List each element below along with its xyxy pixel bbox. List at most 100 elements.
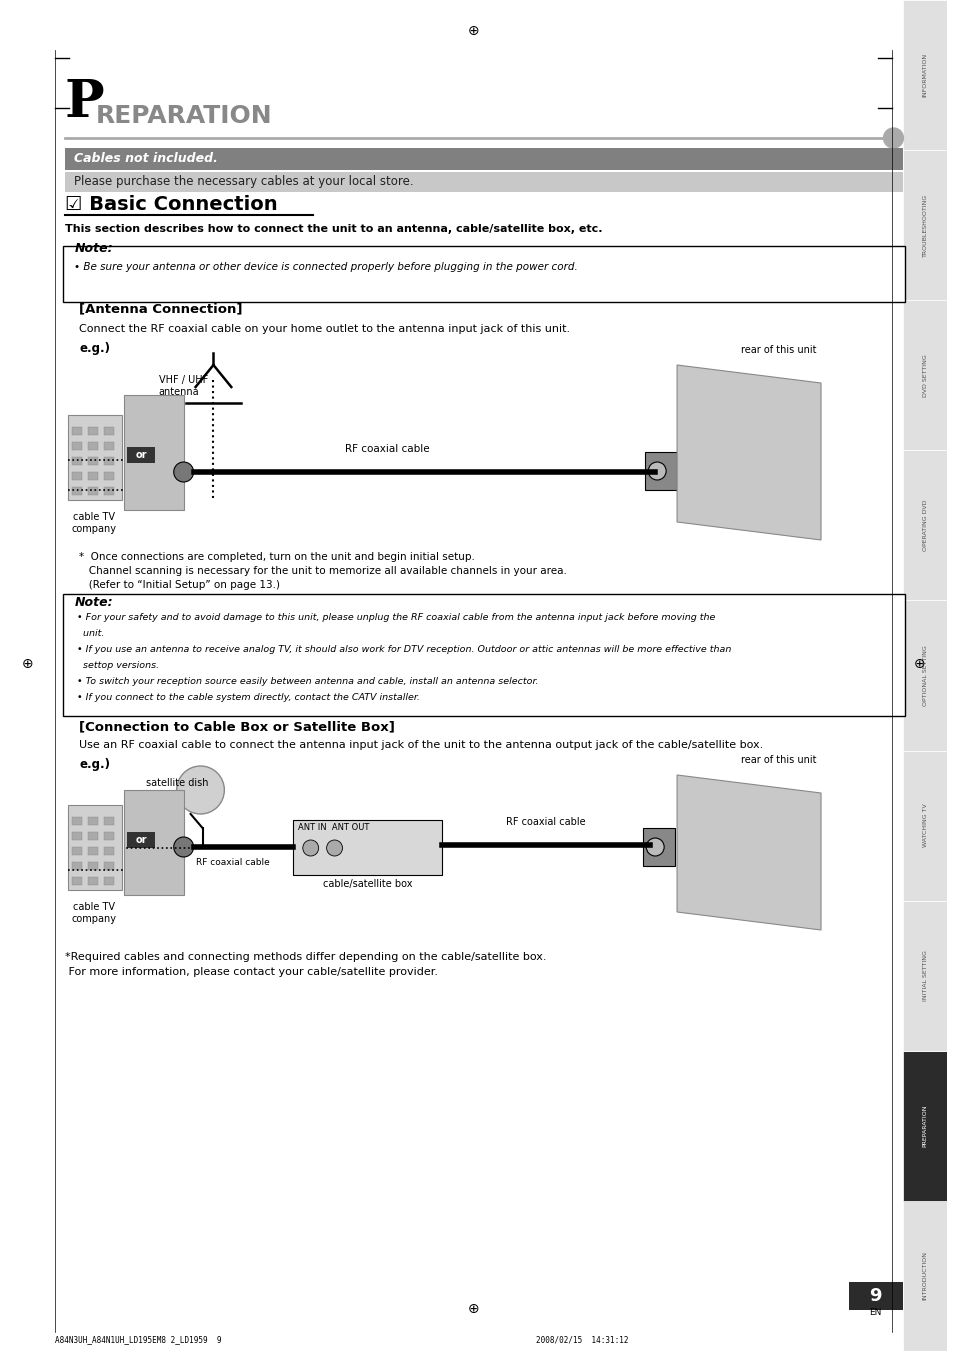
Bar [72, 457, 82, 465]
Text: A84N3UH_A84N1UH_LD195EM8 2_LD1959  9                                            : A84N3UH_A84N1UH_LD195EM8 2_LD1959 9 [54, 1335, 627, 1344]
Circle shape [176, 766, 224, 815]
Circle shape [173, 462, 193, 482]
Circle shape [882, 128, 902, 149]
Text: ⊕: ⊕ [22, 657, 33, 671]
Bar [902, 0, 946, 150]
Polygon shape [677, 775, 821, 929]
Circle shape [173, 838, 193, 857]
Text: OPTIONAL SETTING: OPTIONAL SETTING [922, 646, 926, 705]
Bar [104, 471, 114, 480]
Bar [72, 847, 82, 855]
Text: • Be sure your antenna or other device is connected properly before plugging in : • Be sure your antenna or other device i… [74, 262, 578, 272]
Text: • If you connect to the cable system directly, contact the CATV installer.: • If you connect to the cable system dir… [77, 693, 420, 703]
Bar [89, 442, 98, 450]
Text: [Antenna Connection]: [Antenna Connection] [79, 303, 243, 315]
Text: satellite dish: satellite dish [146, 778, 208, 788]
Text: e.g.): e.g.) [79, 758, 111, 771]
Text: rear of this unit: rear of this unit [740, 345, 815, 355]
Text: Channel scanning is necessary for the unit to memorize all available channels in: Channel scanning is necessary for the un… [79, 566, 567, 576]
Text: This section describes how to connect the unit to an antenna, cable/satellite bo: This section describes how to connect th… [65, 224, 601, 234]
Text: REPARATION: REPARATION [95, 104, 272, 128]
Bar [72, 862, 82, 870]
Bar [104, 486, 114, 494]
Text: VHF / UHF
antenna: VHF / UHF antenna [159, 376, 208, 397]
Text: [Connection to Cable Box or Satellite Box]: [Connection to Cable Box or Satellite Bo… [79, 720, 395, 734]
Bar [72, 471, 82, 480]
Text: Connect the RF coaxial cable on your home outlet to the antenna input jack of th: Connect the RF coaxial cable on your hom… [79, 324, 570, 334]
Bar [89, 817, 98, 825]
Text: • If you use an antenna to receive analog TV, it should also work for DTV recept: • If you use an antenna to receive analo… [77, 644, 731, 654]
Bar [127, 832, 154, 848]
Bar [902, 1201, 946, 1351]
Text: rear of this unit: rear of this unit [740, 755, 815, 765]
Text: ⊕: ⊕ [467, 1302, 478, 1316]
Bar [104, 877, 114, 885]
Bar [902, 600, 946, 751]
Circle shape [302, 840, 318, 857]
Bar [104, 847, 114, 855]
Bar [902, 300, 946, 450]
Text: P: P [65, 77, 104, 128]
Bar [89, 471, 98, 480]
Text: ☑ Basic Connection: ☑ Basic Connection [65, 195, 277, 213]
Text: e.g.): e.g.) [79, 342, 111, 355]
Bar [65, 149, 902, 170]
FancyBboxPatch shape [63, 246, 904, 303]
Text: Note:: Note: [74, 242, 113, 255]
Text: or: or [135, 450, 147, 459]
Text: WATCHING TV: WATCHING TV [922, 804, 926, 847]
Text: (Refer to “Initial Setup” on page 13.): (Refer to “Initial Setup” on page 13.) [79, 580, 280, 590]
FancyBboxPatch shape [63, 594, 904, 716]
Text: For more information, please contact your cable/satellite provider.: For more information, please contact you… [65, 967, 437, 977]
Bar [104, 862, 114, 870]
Text: ANT IN  ANT OUT: ANT IN ANT OUT [297, 823, 369, 832]
Text: 9: 9 [868, 1288, 881, 1305]
Bar [89, 486, 98, 494]
Text: INITIAL SETTING: INITIAL SETTING [922, 950, 926, 1001]
Text: EN: EN [868, 1308, 881, 1317]
Text: Please purchase the necessary cables at your local store.: Please purchase the necessary cables at … [74, 176, 414, 189]
Bar [72, 877, 82, 885]
Text: • For your safety and to avoid damage to this unit, please unplug the RF coaxial: • For your safety and to avoid damage to… [77, 613, 715, 621]
Bar [89, 847, 98, 855]
Bar [104, 817, 114, 825]
Bar [72, 427, 82, 435]
Text: cable/satellite box: cable/satellite box [322, 880, 412, 889]
Bar [72, 832, 82, 840]
Circle shape [326, 840, 342, 857]
Text: unit.: unit. [77, 630, 105, 638]
Bar [89, 832, 98, 840]
Bar [848, 1282, 902, 1310]
Bar [72, 486, 82, 494]
Bar [104, 427, 114, 435]
Bar [644, 453, 677, 490]
Bar [104, 832, 114, 840]
Text: RF coaxial cable: RF coaxial cable [196, 858, 270, 867]
Bar [104, 442, 114, 450]
Text: • To switch your reception source easily between antenna and cable, install an a: • To switch your reception source easily… [77, 677, 538, 686]
Bar [902, 901, 946, 1051]
Text: ⊕: ⊕ [467, 24, 478, 38]
Polygon shape [677, 365, 821, 540]
Bar [89, 457, 98, 465]
Bar [104, 457, 114, 465]
Text: ⊕: ⊕ [913, 657, 924, 671]
Text: *  Once connections are completed, turn on the unit and begin initial setup.: * Once connections are completed, turn o… [79, 553, 475, 562]
Bar [68, 415, 122, 500]
Bar [89, 877, 98, 885]
Text: DVD SETTING: DVD SETTING [922, 354, 926, 397]
Text: INFORMATION: INFORMATION [922, 53, 926, 97]
Bar [68, 805, 122, 890]
Bar [902, 751, 946, 901]
Text: TROUBLESHOOTING: TROUBLESHOOTING [922, 193, 926, 257]
Bar [902, 1051, 946, 1201]
Circle shape [648, 462, 665, 480]
Bar [124, 394, 184, 509]
Bar [89, 862, 98, 870]
Text: PREPARATION: PREPARATION [922, 1105, 926, 1147]
Text: Use an RF coaxial cable to connect the antenna input jack of the unit to the ant: Use an RF coaxial cable to connect the a… [79, 740, 762, 750]
Bar [72, 442, 82, 450]
Text: *Required cables and connecting methods differ depending on the cable/satellite : *Required cables and connecting methods … [65, 952, 545, 962]
Bar [124, 790, 184, 894]
Bar [293, 820, 441, 875]
